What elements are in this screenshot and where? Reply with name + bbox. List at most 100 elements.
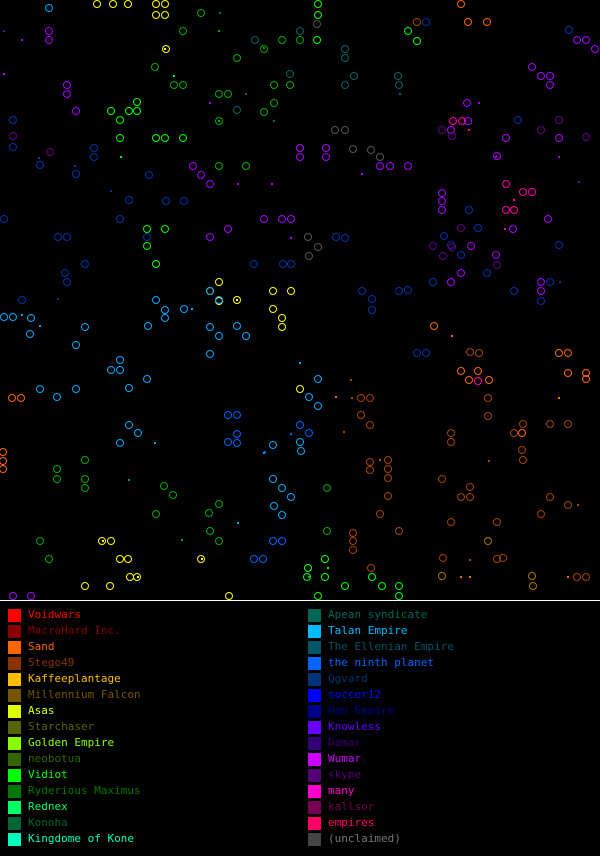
star-system-marker[interactable]: [537, 72, 545, 80]
star-system-marker[interactable]: [81, 456, 89, 464]
outpost-marker[interactable]: [209, 102, 211, 104]
outpost-marker[interactable]: [236, 299, 238, 301]
star-system-marker[interactable]: [555, 134, 563, 142]
star-system-marker[interactable]: [0, 465, 7, 473]
star-system-marker[interactable]: [368, 295, 376, 303]
star-system-marker[interactable]: [287, 215, 295, 223]
star-system-marker[interactable]: [438, 126, 446, 134]
outpost-marker[interactable]: [290, 433, 292, 435]
star-system-marker[interactable]: [233, 106, 241, 114]
legend-item-golden-empire[interactable]: Golden Empire: [8, 735, 141, 751]
outpost-marker[interactable]: [21, 39, 23, 41]
outpost-marker[interactable]: [218, 120, 220, 122]
star-system-marker[interactable]: [529, 582, 537, 590]
legend-item-apean-syndicate[interactable]: Apean syndicate: [308, 607, 454, 623]
star-system-marker[interactable]: [485, 376, 493, 384]
star-system-marker[interactable]: [278, 215, 286, 223]
star-system-marker[interactable]: [349, 537, 357, 545]
star-system-marker[interactable]: [305, 429, 313, 437]
star-system-marker[interactable]: [81, 323, 89, 331]
star-system-marker[interactable]: [394, 72, 402, 80]
star-system-marker[interactable]: [303, 573, 311, 581]
star-system-marker[interactable]: [61, 269, 69, 277]
star-system-marker[interactable]: [269, 305, 277, 313]
star-system-marker[interactable]: [72, 170, 80, 178]
outpost-marker[interactable]: [399, 93, 401, 95]
star-system-marker[interactable]: [341, 81, 349, 89]
star-system-marker[interactable]: [224, 225, 232, 233]
star-system-marker[interactable]: [357, 394, 365, 402]
star-system-marker[interactable]: [448, 243, 456, 251]
star-system-marker[interactable]: [206, 180, 214, 188]
star-system-marker[interactable]: [9, 592, 17, 600]
star-system-marker[interactable]: [350, 72, 358, 80]
star-system-marker[interactable]: [36, 537, 44, 545]
outpost-marker[interactable]: [173, 75, 175, 77]
star-system-marker[interactable]: [484, 394, 492, 402]
star-system-marker[interactable]: [447, 278, 455, 286]
star-system-marker[interactable]: [484, 412, 492, 420]
star-system-marker[interactable]: [466, 493, 474, 501]
star-system-marker[interactable]: [179, 27, 187, 35]
star-system-marker[interactable]: [366, 458, 374, 466]
outpost-marker[interactable]: [478, 102, 480, 104]
star-system-marker[interactable]: [555, 349, 563, 357]
star-system-marker[interactable]: [564, 349, 572, 357]
star-system-marker[interactable]: [124, 555, 132, 563]
star-system-marker[interactable]: [54, 233, 62, 241]
star-system-marker[interactable]: [314, 0, 322, 8]
outpost-marker[interactable]: [379, 459, 381, 461]
legend-item-knowless[interactable]: Knowless: [308, 719, 454, 735]
star-system-marker[interactable]: [582, 36, 590, 44]
star-system-marker[interactable]: [493, 152, 501, 160]
star-system-marker[interactable]: [27, 314, 35, 322]
star-system-marker[interactable]: [413, 37, 421, 45]
star-system-marker[interactable]: [296, 438, 304, 446]
legend-item-asas[interactable]: Asas: [8, 703, 141, 719]
star-system-marker[interactable]: [357, 411, 365, 419]
star-system-marker[interactable]: [9, 143, 17, 151]
star-system-marker[interactable]: [116, 366, 124, 374]
star-system-marker[interactable]: [197, 9, 205, 17]
star-system-marker[interactable]: [514, 116, 522, 124]
star-system-marker[interactable]: [528, 572, 536, 580]
star-system-marker[interactable]: [0, 448, 7, 456]
star-system-marker[interactable]: [467, 242, 475, 250]
star-system-marker[interactable]: [447, 429, 455, 437]
star-system-marker[interactable]: [565, 26, 573, 34]
star-system-marker[interactable]: [537, 287, 545, 295]
star-system-marker[interactable]: [133, 107, 141, 115]
galaxy-map-canvas[interactable]: [0, 0, 600, 600]
outpost-marker[interactable]: [3, 73, 5, 75]
star-system-marker[interactable]: [518, 446, 526, 454]
star-system-marker[interactable]: [107, 366, 115, 374]
outpost-marker[interactable]: [102, 540, 104, 542]
star-system-marker[interactable]: [124, 0, 132, 8]
outpost-marker[interactable]: [201, 558, 203, 560]
star-system-marker[interactable]: [422, 18, 430, 26]
star-system-marker[interactable]: [564, 369, 572, 377]
star-system-marker[interactable]: [465, 376, 473, 384]
star-system-marker[interactable]: [107, 107, 115, 115]
star-system-marker[interactable]: [125, 196, 133, 204]
star-system-marker[interactable]: [98, 537, 106, 545]
star-system-marker[interactable]: [116, 356, 124, 364]
star-system-marker[interactable]: [0, 215, 8, 223]
star-system-marker[interactable]: [376, 153, 384, 161]
star-system-marker[interactable]: [242, 332, 250, 340]
star-system-marker[interactable]: [555, 241, 563, 249]
legend-item-kingdome-of-kone[interactable]: Kingdome of Kone: [8, 831, 141, 847]
star-system-marker[interactable]: [107, 537, 115, 545]
legend-item-ellenian-empire[interactable]: The Ellenian Empire: [308, 639, 454, 655]
star-system-marker[interactable]: [438, 475, 446, 483]
star-system-marker[interactable]: [215, 537, 223, 545]
outpost-marker[interactable]: [273, 120, 275, 122]
outpost-marker[interactable]: [137, 576, 139, 578]
star-system-marker[interactable]: [376, 162, 384, 170]
star-system-marker[interactable]: [384, 456, 392, 464]
star-system-marker[interactable]: [457, 493, 465, 501]
star-system-marker[interactable]: [457, 251, 465, 259]
star-system-marker[interactable]: [170, 81, 178, 89]
star-system-marker[interactable]: [63, 90, 71, 98]
legend-item-damar[interactable]: Damar: [308, 735, 454, 751]
